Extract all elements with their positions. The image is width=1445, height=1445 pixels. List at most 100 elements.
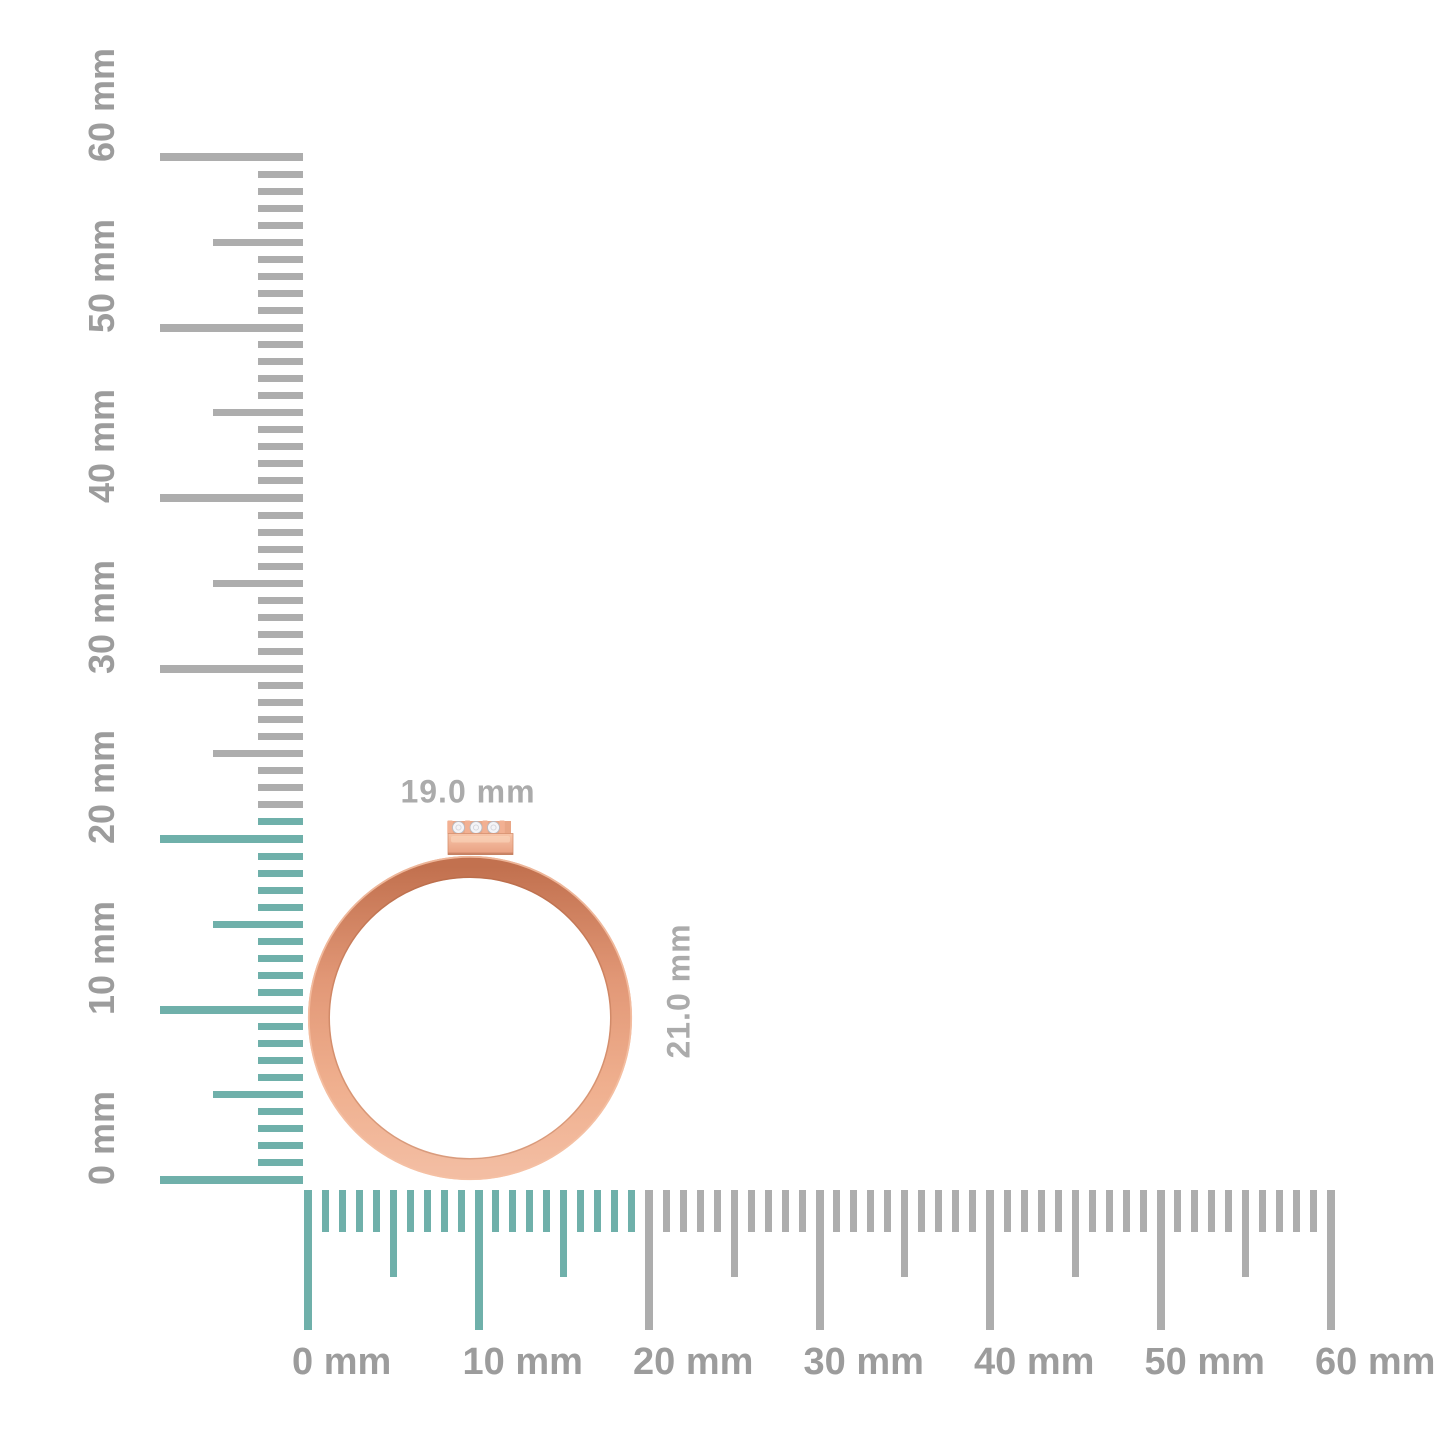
v-ruler-tick (160, 1176, 303, 1184)
h-ruler-tick (526, 1190, 534, 1232)
h-ruler-tick (457, 1190, 465, 1232)
h-ruler-tick (781, 1190, 789, 1232)
v-ruler-tick (258, 272, 303, 280)
v-ruler-tick (258, 392, 303, 400)
v-ruler-tick (258, 818, 303, 826)
v-ruler-tick (258, 852, 303, 860)
v-ruler-tick (258, 443, 303, 451)
h-ruler-tick (713, 1190, 721, 1232)
v-ruler-tick (258, 562, 303, 570)
prong (447, 820, 453, 834)
v-ruler-tick (258, 988, 303, 996)
h-ruler-label: 40 mm (974, 1341, 1095, 1383)
v-ruler-tick (213, 579, 303, 587)
h-ruler-tick (628, 1190, 636, 1232)
h-ruler-tick (1310, 1190, 1318, 1232)
h-ruler-tick (389, 1190, 397, 1277)
h-ruler-tick (1225, 1190, 1233, 1232)
v-ruler-tick (258, 937, 303, 945)
v-ruler-tick (258, 1125, 303, 1133)
h-ruler-tick (969, 1190, 977, 1232)
h-ruler-tick (1156, 1190, 1165, 1330)
h-ruler-tick (1037, 1190, 1045, 1232)
v-ruler-tick (258, 426, 303, 434)
h-ruler-tick (696, 1190, 704, 1232)
h-ruler-tick (440, 1190, 448, 1232)
v-ruler-tick (160, 664, 303, 673)
v-ruler-tick (258, 1074, 303, 1082)
h-ruler-tick (764, 1190, 772, 1232)
v-ruler-tick (258, 971, 303, 979)
h-ruler-tick (423, 1190, 431, 1232)
h-ruler-tick (833, 1190, 841, 1232)
h-ruler-tick (1174, 1190, 1182, 1232)
v-ruler-tick (160, 835, 303, 843)
h-ruler-tick (406, 1190, 414, 1232)
h-ruler-tick (611, 1190, 619, 1232)
h-ruler-tick (1071, 1190, 1079, 1277)
v-ruler-tick (258, 733, 303, 741)
v-ruler-tick (258, 221, 303, 229)
h-ruler-tick (815, 1190, 824, 1330)
h-ruler-tick (1105, 1190, 1113, 1232)
h-ruler-tick (560, 1190, 568, 1277)
v-ruler-tick (258, 682, 303, 690)
h-ruler-tick (901, 1190, 909, 1277)
ring-band (307, 855, 633, 1181)
v-ruler-tick (213, 1091, 303, 1099)
v-ruler-tick (258, 289, 303, 297)
h-ruler-tick (474, 1190, 483, 1330)
v-ruler-tick (258, 613, 303, 621)
v-ruler-tick (258, 306, 303, 314)
v-ruler-tick (258, 375, 303, 383)
h-ruler-tick (372, 1190, 380, 1232)
h-ruler-label: 60 mm (1315, 1341, 1436, 1383)
h-ruler-tick (355, 1190, 363, 1232)
h-ruler-tick (1191, 1190, 1199, 1232)
v-ruler-tick (213, 409, 303, 417)
h-ruler-label: 20 mm (633, 1341, 754, 1383)
v-ruler-tick (258, 528, 303, 536)
v-ruler-tick (258, 647, 303, 655)
v-ruler-tick (258, 630, 303, 638)
h-ruler-tick (1276, 1190, 1284, 1232)
h-ruler-tick (918, 1190, 926, 1232)
h-ruler-tick (1293, 1190, 1301, 1232)
v-ruler-tick (258, 1057, 303, 1065)
h-ruler-tick (321, 1190, 329, 1232)
v-ruler-tick (258, 1159, 303, 1167)
v-ruler-tick (160, 1005, 303, 1014)
v-ruler-tick (258, 869, 303, 877)
v-ruler-tick (258, 1040, 303, 1048)
h-ruler-tick (304, 1190, 312, 1330)
h-ruler-tick (509, 1190, 517, 1232)
h-ruler-tick (645, 1190, 653, 1330)
h-ruler-tick (867, 1190, 875, 1232)
ring-image (307, 820, 633, 1181)
h-ruler-tick (952, 1190, 960, 1232)
v-ruler-tick (160, 153, 303, 161)
v-ruler-tick (258, 596, 303, 604)
head-block-seam (448, 852, 513, 855)
head-block-highlight (451, 836, 510, 843)
h-ruler-tick (850, 1190, 858, 1232)
v-ruler-tick (258, 784, 303, 792)
v-ruler-tick (160, 494, 303, 502)
v-ruler-tick (258, 699, 303, 707)
h-ruler-tick (747, 1190, 755, 1232)
v-ruler-tick (213, 750, 303, 758)
h-ruler-tick (730, 1190, 738, 1277)
h-ruler-tick (1327, 1190, 1335, 1330)
v-ruler-tick (258, 511, 303, 519)
h-ruler-tick (884, 1190, 892, 1232)
diamond-stone (487, 821, 500, 834)
h-ruler-tick (543, 1190, 551, 1232)
h-ruler-tick (338, 1190, 346, 1232)
diamond-stone (452, 821, 465, 834)
h-ruler-tick (1139, 1190, 1147, 1232)
v-ruler-tick (258, 716, 303, 724)
h-ruler-tick (577, 1190, 585, 1232)
prong (482, 820, 488, 834)
